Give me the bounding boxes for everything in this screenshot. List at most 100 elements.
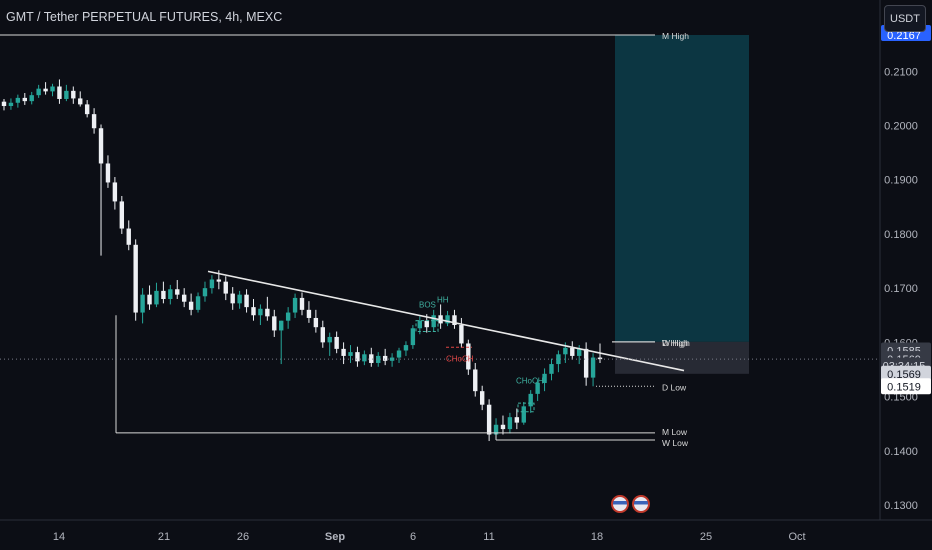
candle-body[interactable]	[140, 294, 145, 313]
candle-body[interactable]	[251, 307, 256, 316]
candle-body[interactable]	[91, 114, 97, 129]
candle-body[interactable]	[597, 357, 603, 360]
candle-body[interactable]	[78, 98, 83, 105]
candle-body[interactable]	[223, 281, 228, 294]
us-flag-icon[interactable]	[632, 495, 650, 513]
candle-body[interactable]	[43, 88, 48, 92]
candle-body[interactable]	[306, 309, 312, 318]
candle-body[interactable]	[355, 352, 360, 362]
candle-body[interactable]	[396, 350, 402, 358]
candle-body[interactable]	[175, 289, 180, 295]
candle-body[interactable]	[535, 383, 540, 394]
time-tick-label: 14	[53, 531, 65, 543]
price-tag	[881, 365, 931, 382]
candle-body[interactable]	[431, 315, 436, 328]
candle-body[interactable]	[209, 279, 215, 289]
candle-body[interactable]	[22, 97, 27, 102]
candle-body[interactable]	[410, 328, 416, 346]
candle-body[interactable]	[320, 327, 325, 343]
candle-body[interactable]	[147, 294, 152, 305]
candle-body[interactable]	[50, 86, 55, 92]
candle-body[interactable]	[583, 348, 589, 378]
candle-body[interactable]	[376, 355, 381, 363]
target-zone[interactable]	[615, 35, 749, 342]
candle-body[interactable]	[327, 336, 332, 343]
candle-body[interactable]	[500, 424, 506, 430]
candle-body[interactable]	[258, 308, 263, 316]
candle-body[interactable]	[459, 325, 464, 344]
candle-body[interactable]	[64, 90, 69, 99]
candle-body[interactable]	[105, 163, 111, 183]
candle-body[interactable]	[15, 97, 21, 103]
candle-body[interactable]	[507, 417, 513, 430]
us-flag-icon[interactable]	[611, 495, 629, 513]
candle-body[interactable]	[279, 320, 284, 331]
candle-body[interactable]	[424, 320, 429, 328]
candle-body[interactable]	[272, 316, 277, 331]
candle-body[interactable]	[230, 293, 235, 304]
candle-body[interactable]	[341, 348, 346, 356]
candle-body[interactable]	[542, 373, 547, 384]
currency-button[interactable]: USDT	[884, 5, 926, 32]
time-tick-label: 11	[483, 531, 494, 543]
candle-body[interactable]	[244, 294, 249, 308]
candle-body[interactable]	[521, 406, 526, 423]
candle-body[interactable]	[126, 228, 131, 245]
candle-body[interactable]	[181, 294, 187, 302]
candle-body[interactable]	[473, 369, 478, 392]
candles	[1, 79, 603, 442]
candle-body[interactable]	[188, 301, 194, 310]
candle-body[interactable]	[563, 347, 568, 355]
candle-body[interactable]	[369, 354, 374, 363]
candle-body[interactable]	[133, 244, 138, 313]
candle-body[interactable]	[417, 320, 423, 329]
candle-body[interactable]	[466, 343, 471, 370]
candle-body[interactable]	[493, 424, 499, 435]
candle-body[interactable]	[570, 347, 575, 356]
trendline[interactable]	[207, 270, 685, 372]
candle-body[interactable]	[549, 364, 554, 374]
economic-events[interactable]	[611, 495, 650, 513]
candle-body[interactable]	[71, 90, 76, 99]
bos-label: BOS	[419, 301, 436, 310]
candle-body[interactable]	[348, 352, 353, 356]
choch-box	[517, 402, 535, 413]
candle-body[interactable]	[382, 355, 388, 361]
candle-body[interactable]	[98, 128, 104, 164]
candle-body[interactable]	[84, 104, 90, 115]
candle-body[interactable]	[119, 201, 125, 229]
candle-body[interactable]	[168, 289, 173, 300]
candle-body[interactable]	[528, 393, 533, 407]
candle-body[interactable]	[154, 290, 159, 305]
candle-body[interactable]	[1, 101, 7, 107]
candle-body[interactable]	[590, 357, 596, 378]
candle-body[interactable]	[216, 279, 222, 282]
candle-body[interactable]	[285, 312, 291, 321]
candle-body[interactable]	[403, 345, 409, 351]
candle-body[interactable]	[292, 297, 298, 313]
candle-body[interactable]	[29, 95, 34, 102]
candle-body[interactable]	[36, 88, 41, 96]
candle-body[interactable]	[486, 404, 492, 435]
candle-body[interactable]	[57, 86, 62, 99]
candle-body[interactable]	[556, 354, 561, 365]
candle-body[interactable]	[299, 297, 305, 310]
candle-body[interactable]	[8, 102, 14, 107]
candle-body[interactable]	[112, 182, 118, 202]
candle-body[interactable]	[334, 336, 339, 349]
stop-zone[interactable]	[615, 341, 749, 374]
candle-body[interactable]	[479, 391, 485, 405]
candle-body[interactable]	[202, 288, 208, 297]
candle-body[interactable]	[195, 296, 201, 310]
candle-body[interactable]	[161, 290, 166, 300]
candle-body[interactable]	[265, 308, 270, 317]
candle-body[interactable]	[577, 348, 582, 356]
candle-body[interactable]	[445, 315, 450, 324]
candle-body[interactable]	[362, 354, 367, 362]
candle-body[interactable]	[452, 315, 457, 326]
candle-body[interactable]	[237, 294, 242, 304]
candle-body[interactable]	[514, 417, 520, 423]
candle-body[interactable]	[313, 317, 319, 328]
